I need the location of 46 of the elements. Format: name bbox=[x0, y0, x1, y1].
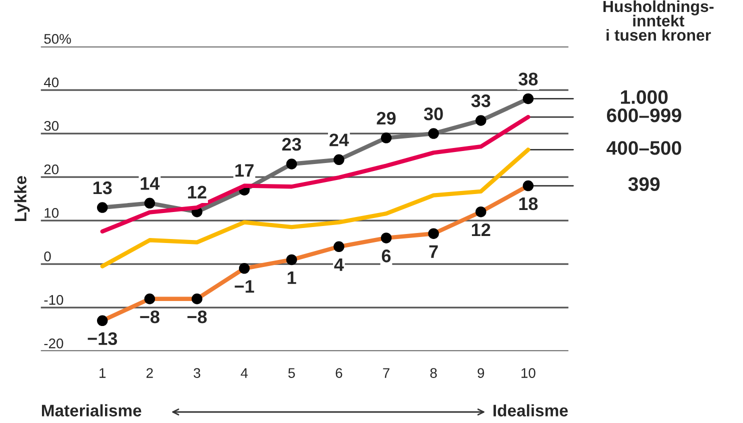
text: 600–999 bbox=[606, 108, 682, 122]
legend-title: Husholdnings- inntekt i tusen kroner bbox=[603, 0, 714, 41]
x-tick-label: 4 bbox=[240, 368, 248, 378]
y-axis-title: Lykke bbox=[14, 176, 30, 222]
y-tick-label: 40 bbox=[44, 77, 59, 88]
data-label: 33 bbox=[471, 94, 490, 108]
data-label: 1 bbox=[288, 271, 296, 284]
y-tick-label: 30 bbox=[44, 120, 59, 131]
y-tick-label: 50% bbox=[44, 34, 71, 44]
y-tick-label: -20 bbox=[44, 338, 64, 348]
data-label: 4 bbox=[334, 258, 344, 271]
x-tick-label: 7 bbox=[383, 368, 390, 378]
text: 400–500 bbox=[606, 141, 682, 155]
y-tick-label: -10 bbox=[44, 295, 64, 305]
data-label: 12 bbox=[472, 223, 490, 236]
data-label: 13 bbox=[93, 181, 112, 194]
x-tick-label: 6 bbox=[336, 368, 342, 378]
data-label: 29 bbox=[376, 112, 396, 125]
data-label: 38 bbox=[518, 72, 538, 86]
text: Materialisme bbox=[42, 404, 142, 416]
x-tick-label: 10 bbox=[522, 368, 536, 378]
y-tick-label: 10 bbox=[44, 208, 59, 218]
x-tick-label: 1 bbox=[100, 368, 106, 378]
text: 399 bbox=[628, 177, 660, 192]
y-tick-label: 20 bbox=[44, 164, 59, 174]
data-label: −8 bbox=[140, 310, 160, 324]
text: Idealisme bbox=[494, 404, 568, 416]
data-label: −1 bbox=[234, 280, 254, 293]
data-label: 7 bbox=[429, 245, 438, 258]
text: 1.000 bbox=[620, 90, 668, 104]
data-label: 23 bbox=[282, 138, 302, 151]
data-label: −13 bbox=[88, 332, 118, 346]
data-label: 24 bbox=[330, 134, 349, 146]
data-label: 17 bbox=[235, 164, 254, 177]
x-tick-label: 8 bbox=[430, 368, 437, 378]
data-label: 14 bbox=[140, 177, 160, 190]
data-label: 6 bbox=[382, 250, 391, 262]
x-tick-label: 3 bbox=[194, 368, 200, 378]
data-label: −8 bbox=[187, 310, 207, 324]
data-label: 30 bbox=[424, 107, 443, 120]
y-tick-label: 0 bbox=[44, 251, 51, 262]
data-label: 12 bbox=[188, 186, 206, 198]
data-label: 18 bbox=[519, 197, 538, 210]
x-tick-label: 5 bbox=[288, 368, 295, 378]
x-tick-label: 9 bbox=[478, 368, 484, 378]
x-tick-label: 2 bbox=[146, 368, 153, 378]
